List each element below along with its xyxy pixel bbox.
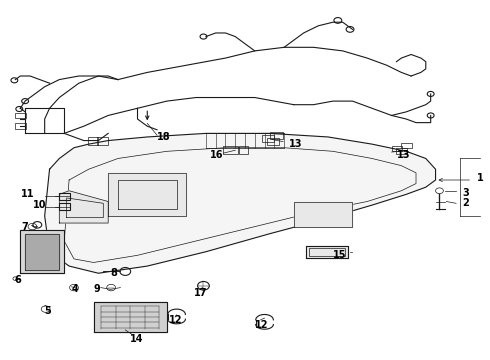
Bar <box>98 137 108 145</box>
Polygon shape <box>108 173 186 216</box>
Text: 7: 7 <box>21 222 28 231</box>
Bar <box>270 132 283 139</box>
Text: 13: 13 <box>396 150 410 160</box>
Text: 15: 15 <box>333 250 346 260</box>
Text: 12: 12 <box>169 315 183 325</box>
Bar <box>392 145 402 151</box>
Text: 14: 14 <box>130 333 144 343</box>
Bar <box>15 113 26 118</box>
Text: 11: 11 <box>21 189 35 199</box>
Polygon shape <box>59 191 108 223</box>
Polygon shape <box>45 134 436 273</box>
Polygon shape <box>94 302 167 332</box>
Text: 1: 1 <box>477 173 484 183</box>
Text: 6: 6 <box>14 275 21 285</box>
Bar <box>267 138 279 145</box>
Text: 12: 12 <box>255 320 268 330</box>
Text: 5: 5 <box>45 306 51 316</box>
Text: 9: 9 <box>94 284 100 294</box>
Bar <box>262 135 274 141</box>
Polygon shape <box>25 234 59 270</box>
Text: 16: 16 <box>210 150 223 160</box>
Text: 18: 18 <box>157 132 171 142</box>
Bar <box>223 146 238 154</box>
Polygon shape <box>20 230 64 273</box>
Text: 17: 17 <box>194 288 207 298</box>
Bar <box>88 137 98 145</box>
Bar <box>239 146 248 154</box>
Bar <box>15 123 26 129</box>
Text: 8: 8 <box>111 268 118 278</box>
Bar <box>59 193 70 200</box>
Text: 13: 13 <box>289 139 302 149</box>
Text: 4: 4 <box>72 284 78 294</box>
Bar <box>309 248 345 256</box>
Polygon shape <box>306 246 347 258</box>
Text: 3: 3 <box>463 188 469 198</box>
Text: 2: 2 <box>463 198 469 208</box>
Bar <box>59 203 70 211</box>
Bar <box>401 143 412 148</box>
Polygon shape <box>294 202 352 226</box>
Bar <box>396 148 407 154</box>
Text: 10: 10 <box>32 200 46 210</box>
